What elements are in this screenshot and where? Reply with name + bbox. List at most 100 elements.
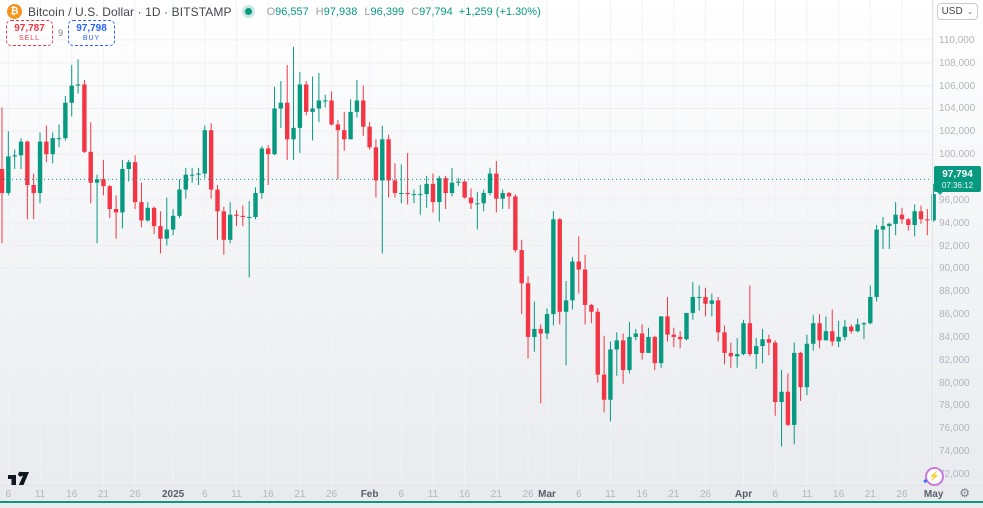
candle-body <box>601 374 607 400</box>
candle-body <box>291 127 296 140</box>
candle-body <box>646 336 651 353</box>
time-month-label: Feb <box>360 489 379 500</box>
candle-body <box>817 323 822 341</box>
candle-body <box>50 138 55 155</box>
symbol-title[interactable]: Bitcoin / U.S. Dollar · 1D · BITSTAMP <box>28 5 232 19</box>
candle-body <box>734 354 740 357</box>
gear-icon[interactable]: ⚙ <box>959 486 970 500</box>
candle-body <box>830 331 835 342</box>
candle-body <box>183 174 188 190</box>
candle-body <box>899 214 905 220</box>
separator-dot: · <box>164 4 169 19</box>
price-tick-label: 96,000 <box>939 194 970 206</box>
candle-body <box>240 215 246 217</box>
candle-body <box>532 328 537 337</box>
candle-body <box>285 102 290 140</box>
bottom-accent-line <box>0 501 983 503</box>
candle-body <box>868 296 873 324</box>
time-month-label: May <box>923 489 944 500</box>
last-price-value: 97,794 <box>942 169 973 180</box>
candle-body <box>747 323 753 355</box>
time-tick-label: 26 <box>522 489 534 500</box>
buy-button[interactable]: 97,798 BUY <box>68 20 116 46</box>
candle-body <box>918 211 924 220</box>
time-axis[interactable]: 6 11 16 21 26 2025 6 11 16 21 26 Feb 6 11 16 21 26 Mar 6 11… <box>0 486 983 501</box>
last-price-badge: 97,794 07:36:12 <box>934 166 981 193</box>
time-tick-label: 26 <box>699 489 712 500</box>
candle-body <box>0 169 5 193</box>
candle-body <box>424 183 429 195</box>
candle-body <box>25 141 30 185</box>
candle-body <box>430 183 436 203</box>
candle-body <box>741 323 746 355</box>
time-tick-label: 26 <box>326 489 338 500</box>
time-tick-label: 11 <box>34 489 46 500</box>
candle-body <box>576 261 581 270</box>
candle-body <box>88 151 93 183</box>
time-month-label: Apr <box>734 489 753 500</box>
candle-body <box>6 156 11 193</box>
candle-body <box>513 196 518 251</box>
candle-body <box>44 141 49 155</box>
candle-body <box>405 192 410 195</box>
candle-body <box>253 192 258 217</box>
bitcoin-icon: ₿ <box>7 4 22 19</box>
symbol-legend: ₿ Bitcoin / U.S. Dollar · 1D · BITSTAMP … <box>7 4 541 19</box>
candle-body <box>773 342 778 403</box>
candle-body <box>113 208 119 213</box>
candle-body <box>278 102 284 109</box>
candle-body <box>170 215 176 230</box>
sell-button[interactable]: 97,787 SELL <box>6 20 53 46</box>
low-value: 96,399 <box>370 5 405 18</box>
price-tick-label: 76,000 <box>939 423 970 435</box>
candle-body <box>437 178 442 203</box>
candle-body <box>798 352 803 388</box>
candle-body <box>126 162 131 170</box>
candle-body <box>342 130 347 140</box>
candle-body <box>551 219 556 315</box>
candle-body <box>329 100 334 125</box>
candle-body <box>525 283 531 337</box>
time-tick-label: 21 <box>294 489 306 500</box>
price-tick-label: 82,000 <box>939 354 970 366</box>
chevron-down-icon: ⌄ <box>966 6 974 16</box>
time-tick-label: 11 <box>801 489 813 500</box>
bolt-icon: ⚡ <box>928 471 941 481</box>
currency-selector[interactable]: USD ⌄ <box>937 3 978 20</box>
open-value: 96,557 <box>275 5 309 18</box>
currency-label: USD <box>941 6 963 17</box>
candle-body <box>399 192 404 194</box>
candle-body <box>56 138 62 140</box>
time-tick-label: 21 <box>864 489 876 500</box>
tradingview-logo[interactable] <box>8 471 32 491</box>
candle-body <box>506 192 512 197</box>
time-tick-label: 6 <box>772 489 778 500</box>
price-tick-label: 104,000 <box>939 103 976 115</box>
candle-body <box>823 331 829 341</box>
candle-body <box>849 326 854 332</box>
candle-body <box>443 178 448 193</box>
candle-body <box>925 219 930 221</box>
candle-body <box>462 181 467 198</box>
close-value: 97,794 <box>419 5 453 18</box>
candle-body <box>557 219 562 312</box>
price-tick-label: 94,000 <box>939 217 970 229</box>
candle-body <box>380 139 385 181</box>
candle-body <box>487 173 493 193</box>
candle-body <box>63 102 68 139</box>
candle-body <box>658 316 664 364</box>
candle-body <box>449 182 455 193</box>
price-axis[interactable]: 72,000 74,000 76,000 78,000 80,000 82,000 84,0… <box>933 0 983 485</box>
candle-body <box>120 169 125 213</box>
candle-body <box>348 111 353 140</box>
candle-body <box>373 147 379 181</box>
candle-body <box>861 323 867 325</box>
interval-label: 1D <box>145 4 161 19</box>
candle-body <box>386 139 391 181</box>
ai-assistant-button[interactable]: ⚡ ✦ <box>922 467 944 486</box>
candle-body <box>538 328 543 334</box>
candle-body <box>234 214 239 216</box>
price-tick-label: 84,000 <box>939 331 970 343</box>
candle-body <box>494 173 499 199</box>
